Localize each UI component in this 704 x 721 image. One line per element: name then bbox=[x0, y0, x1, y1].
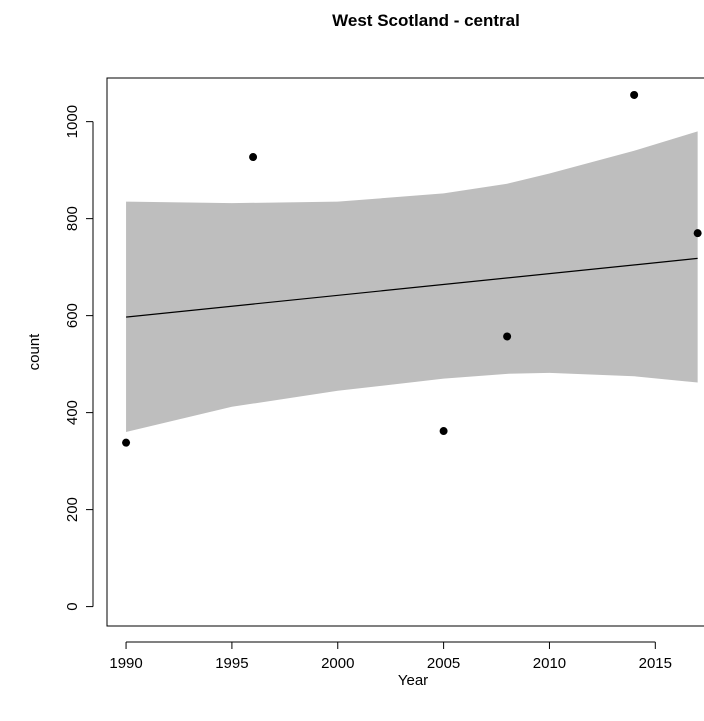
data-point bbox=[122, 438, 131, 447]
data-point bbox=[249, 153, 258, 162]
y-tick-label: 400 bbox=[64, 400, 81, 425]
chart-title: West Scotland - central bbox=[332, 11, 520, 30]
data-point bbox=[439, 427, 448, 436]
x-axis-label: Year bbox=[398, 672, 428, 689]
confidence-band-layer bbox=[126, 131, 698, 433]
y-tick-label: 600 bbox=[64, 303, 81, 328]
fit-line bbox=[125, 257, 698, 318]
axes: 1990 1995 2000 2005 2010 2015 0 200 400 600 800 100… bbox=[64, 77, 704, 672]
y-tick-label: 800 bbox=[64, 206, 81, 231]
confidence-band bbox=[126, 131, 698, 433]
data-point bbox=[693, 229, 702, 238]
y-tick-label: 200 bbox=[64, 497, 81, 522]
fit-line-layer bbox=[125, 257, 698, 318]
data-point bbox=[503, 332, 512, 341]
y-axis-label: count bbox=[26, 333, 43, 371]
y-tick-label: 1000 bbox=[64, 105, 81, 138]
x-tick-label: 1995 bbox=[215, 655, 248, 672]
data-point bbox=[630, 90, 639, 99]
y-tick-label: 0 bbox=[64, 602, 81, 610]
x-tick-label: 1990 bbox=[109, 655, 142, 672]
x-tick-label: 2015 bbox=[639, 655, 672, 672]
x-tick-label: 2005 bbox=[427, 655, 460, 672]
points-layer bbox=[122, 90, 702, 447]
plot-frame bbox=[106, 77, 704, 627]
x-tick-label: 2000 bbox=[321, 655, 354, 672]
x-tick-label: 2010 bbox=[533, 655, 566, 672]
